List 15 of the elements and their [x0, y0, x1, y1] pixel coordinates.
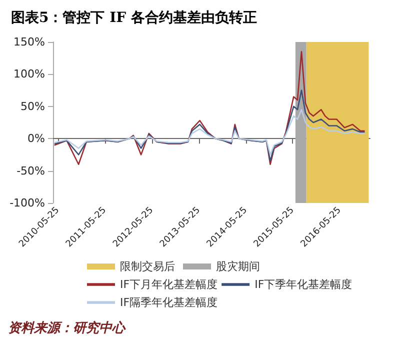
legend-label: 限制交易后	[120, 260, 175, 273]
chart-title: 图表5：管控下 IF 各合约基差由负转正	[11, 10, 257, 26]
legend-label: IF隔季年化基差幅度	[120, 296, 218, 309]
line-series	[54, 108, 365, 156]
legend-label: IF下季年化基差幅度	[254, 278, 352, 291]
y-tick-label: -100%	[10, 196, 45, 210]
text: 资料来源：研究中心	[8, 320, 126, 336]
line-series	[54, 90, 365, 162]
y-tick-label: 100%	[14, 68, 45, 81]
y-tick-label: 0%	[28, 132, 45, 146]
y-tick-label: -50%	[16, 164, 45, 178]
legend-label: 股灾期间	[216, 260, 260, 273]
y-tick-label: 50%	[20, 100, 45, 113]
y-tick-label: 150%	[14, 36, 45, 48]
legend-label: IF下月年化基差幅度	[120, 278, 218, 291]
